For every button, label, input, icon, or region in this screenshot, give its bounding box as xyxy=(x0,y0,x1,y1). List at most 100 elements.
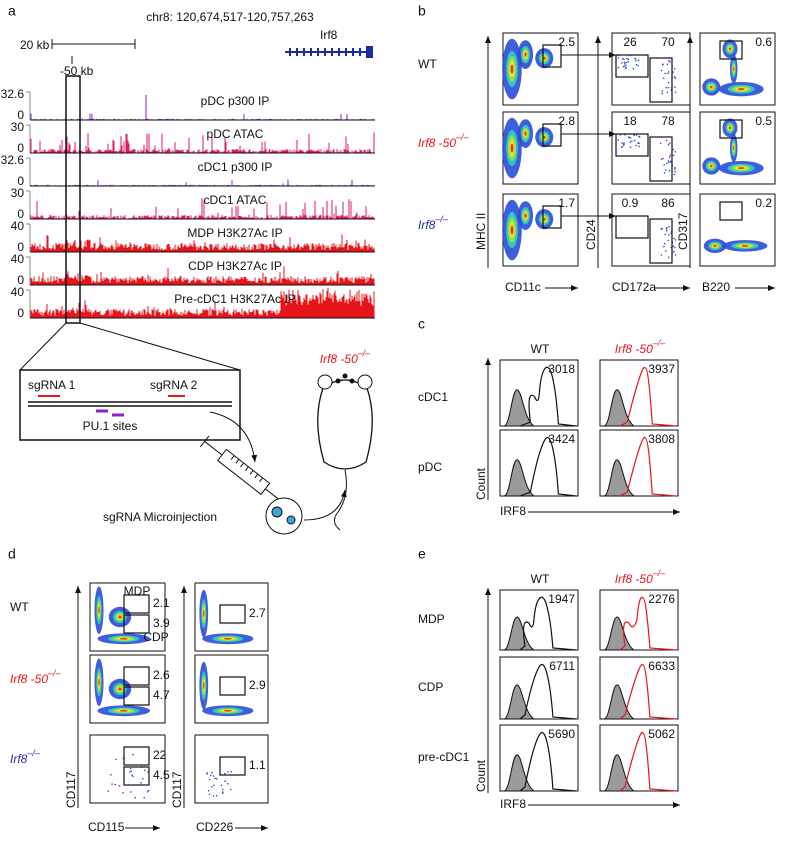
row-label: pDC xyxy=(418,460,442,474)
plot-frame xyxy=(194,734,269,804)
density xyxy=(733,145,735,151)
gate xyxy=(219,676,246,696)
event xyxy=(215,778,218,780)
event xyxy=(673,76,676,78)
event xyxy=(638,145,640,148)
event xyxy=(617,139,619,141)
event xyxy=(668,234,670,236)
column-label: WT xyxy=(531,342,550,356)
gate-name: MDP xyxy=(124,584,151,598)
density xyxy=(713,244,717,247)
enhancer-label: -50 kb xyxy=(60,64,94,78)
event xyxy=(665,139,668,142)
event xyxy=(627,61,629,63)
density xyxy=(709,85,713,89)
event xyxy=(667,239,669,242)
locus: chr8: 120,674,517-120,757,263 xyxy=(146,10,314,24)
event xyxy=(629,137,632,139)
mfi-value: 5690 xyxy=(548,727,575,741)
mfi-value: 3424 xyxy=(548,432,575,446)
pronucleus xyxy=(271,506,283,518)
density xyxy=(224,637,232,640)
syringe-mark xyxy=(254,473,259,479)
axis-label: CD11c xyxy=(505,280,541,294)
syringe-mark xyxy=(244,466,249,471)
event xyxy=(623,65,625,67)
irf8-histogram xyxy=(519,436,577,497)
row-label: Irf8 -50–/– xyxy=(10,668,62,686)
gate-value: 2.6 xyxy=(153,668,170,682)
gate xyxy=(615,215,649,239)
event xyxy=(621,57,624,60)
plot-frame xyxy=(89,734,166,804)
event xyxy=(672,245,675,248)
event xyxy=(662,63,664,65)
event xyxy=(633,134,635,136)
event xyxy=(628,136,631,139)
density xyxy=(741,244,749,247)
enhancer-box xyxy=(65,75,81,324)
axis-label: CD226 xyxy=(196,820,234,834)
event xyxy=(625,61,628,64)
density xyxy=(510,64,514,74)
event xyxy=(673,237,675,240)
column-label: WT xyxy=(531,572,550,586)
density xyxy=(510,225,514,235)
density xyxy=(119,637,128,640)
gate xyxy=(719,40,743,60)
mouse-label-sup: –/– xyxy=(357,348,372,358)
gate xyxy=(123,766,150,786)
event xyxy=(674,254,677,256)
event xyxy=(617,66,620,69)
gate xyxy=(219,756,246,776)
gate xyxy=(219,604,246,624)
mouse-tail xyxy=(334,469,347,531)
mfi-value: 3018 xyxy=(548,362,575,376)
track-name: pDC ATAC xyxy=(207,127,264,141)
event xyxy=(205,773,208,775)
gate xyxy=(542,123,562,147)
syringe-barrel xyxy=(216,448,271,496)
row-label-name: Irf8 xyxy=(418,218,436,232)
event xyxy=(146,790,149,793)
gate xyxy=(542,205,562,229)
event xyxy=(212,795,215,797)
track-name: cDC1 p300 IP xyxy=(198,160,273,174)
mouse-body xyxy=(317,379,373,470)
isotype-histogram xyxy=(603,459,636,497)
mouse-eye xyxy=(335,378,341,384)
event xyxy=(663,164,665,166)
event xyxy=(663,245,665,248)
zoom-line xyxy=(19,322,67,371)
sgrna-label: sgRNA 2 xyxy=(150,378,198,392)
event xyxy=(635,60,637,62)
isotype-histogram xyxy=(503,459,536,497)
gate-value: 2.8 xyxy=(558,114,575,128)
mouse-ear xyxy=(317,374,333,390)
density xyxy=(524,213,527,218)
syringe-mark xyxy=(259,477,263,483)
event xyxy=(662,77,665,79)
gate-value: 18 xyxy=(623,114,637,128)
event xyxy=(661,90,664,92)
event xyxy=(661,92,663,95)
axis-label: CD115 xyxy=(88,820,125,834)
isotype-histogram xyxy=(603,616,636,651)
track-name: cDC1 ATAC xyxy=(204,193,267,207)
panel-label: d xyxy=(8,546,16,562)
track-min: 0 xyxy=(17,108,24,122)
density xyxy=(203,610,205,618)
plot-frame xyxy=(611,111,691,185)
event xyxy=(110,774,112,776)
mfi-value: 6633 xyxy=(648,659,675,673)
event xyxy=(627,58,630,61)
event xyxy=(626,57,628,60)
mfi-value: 5062 xyxy=(648,727,675,741)
gate xyxy=(719,119,743,139)
mouse-label: Irf8 -50–/– xyxy=(320,348,372,366)
column-label-name: Irf8 -50 xyxy=(615,572,653,586)
track-signal xyxy=(30,234,375,252)
event xyxy=(674,91,677,94)
panel-label: e xyxy=(418,546,426,562)
gate xyxy=(542,44,562,68)
